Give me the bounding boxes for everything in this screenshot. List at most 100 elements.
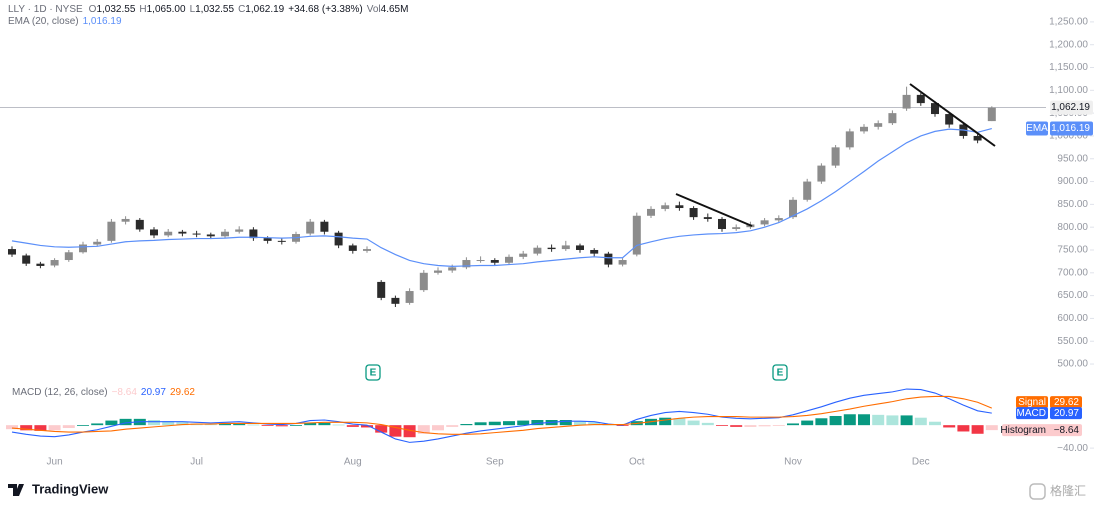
candle-body xyxy=(845,131,854,148)
earnings-icon[interactable] xyxy=(365,364,381,381)
candle-body xyxy=(888,113,897,124)
earnings-label[interactable]: E xyxy=(777,368,784,379)
histogram-bar xyxy=(375,425,388,433)
histogram-bar xyxy=(914,417,927,426)
candle-body xyxy=(505,256,513,263)
candle-body xyxy=(50,260,59,266)
candle-body xyxy=(64,252,73,261)
ohlc-label: O xyxy=(89,4,97,15)
histogram-bar xyxy=(744,425,757,427)
candle-body xyxy=(391,297,400,304)
change: +34.68 (+3.38%) xyxy=(288,4,363,15)
histogram-bar xyxy=(872,414,885,426)
candle-body xyxy=(547,247,556,250)
histogram-bar xyxy=(332,424,345,426)
histogram-bar xyxy=(957,425,970,432)
candle-body xyxy=(718,218,726,230)
histogram-bar xyxy=(318,422,331,426)
candle-body xyxy=(632,215,641,255)
histogram-bar xyxy=(943,425,956,428)
candle-body xyxy=(476,260,485,262)
candle-body xyxy=(93,241,102,245)
histogram-bar xyxy=(701,422,714,426)
ema-badge-value: 1,016.19 xyxy=(1051,123,1090,134)
ema-line xyxy=(11,127,992,268)
histogram-bar xyxy=(659,417,672,426)
candle-body xyxy=(732,227,741,230)
candle-body xyxy=(405,291,414,303)
earnings-marker[interactable]: E xyxy=(772,364,788,381)
brand-logo-dot xyxy=(19,484,23,488)
histogram-bar xyxy=(20,425,33,431)
macd-legend-value: −8.64 xyxy=(112,387,138,398)
macd-legend-value: 20.97 xyxy=(141,387,166,398)
candle-body xyxy=(703,217,712,219)
y-tick-label: 1,250.00 xyxy=(1049,17,1088,28)
candle-body xyxy=(973,135,982,141)
candle-body xyxy=(121,218,130,222)
histogram-bar xyxy=(233,423,246,426)
ema-badge-name: EMA xyxy=(1026,123,1048,134)
y-tick-label: 500.00 xyxy=(1057,359,1088,370)
candle-body xyxy=(448,267,457,271)
ema-badge xyxy=(1050,121,1093,136)
candle-body xyxy=(277,240,286,242)
y-tick-label: 600.00 xyxy=(1057,313,1088,324)
y-tick-label: 950.00 xyxy=(1057,153,1088,164)
candle-body xyxy=(320,221,329,232)
candle-body xyxy=(235,229,244,232)
ema-legend: EMA (20, close) xyxy=(8,16,79,27)
ohlc-value: 1,032.55 xyxy=(195,4,234,15)
candle-body xyxy=(987,107,996,122)
candle-body xyxy=(434,270,442,273)
price-badge-label: 1,062.19 xyxy=(1051,102,1090,113)
histogram-bar xyxy=(801,420,814,426)
series-badge-value: 29.62 xyxy=(1054,397,1079,408)
earnings-icon[interactable] xyxy=(772,364,788,381)
histogram-bar xyxy=(474,422,487,426)
histogram-bar xyxy=(219,424,231,426)
candle-body xyxy=(760,220,769,225)
candle-body xyxy=(79,244,87,253)
symbol: LLY · 1D · NYSE xyxy=(8,4,83,15)
candle-body xyxy=(249,229,258,239)
candle-body xyxy=(618,260,627,265)
candle-body xyxy=(107,221,116,241)
watermark: 格隆汇 xyxy=(1029,483,1086,500)
histogram-bar xyxy=(503,421,515,426)
trend-line xyxy=(675,193,753,227)
y-tick-label: 1,000.00 xyxy=(1049,131,1088,142)
histogram-bar xyxy=(105,420,118,426)
histogram-bar xyxy=(261,425,274,426)
earnings-marker[interactable]: E xyxy=(365,364,381,381)
series-badge xyxy=(1016,407,1048,420)
histogram-bar xyxy=(176,422,189,426)
histogram-bar xyxy=(148,420,160,426)
candle-body xyxy=(661,205,670,209)
macd-line xyxy=(11,388,992,443)
y-tick-label: 900.00 xyxy=(1057,176,1088,187)
histogram-bar xyxy=(62,425,75,429)
ohlc-value: 1,065.00 xyxy=(147,4,186,15)
candle-body xyxy=(462,260,471,268)
histogram-bar xyxy=(6,425,18,430)
candle-body xyxy=(945,114,954,125)
x-tick-label: Oct xyxy=(629,457,645,468)
candle-body xyxy=(377,281,386,298)
volume-value: 4.65M xyxy=(381,4,409,15)
histogram-bar xyxy=(985,425,998,431)
histogram-bar xyxy=(815,418,828,426)
earnings-label[interactable]: E xyxy=(370,368,377,379)
histogram-bar xyxy=(588,422,601,426)
candle-body xyxy=(533,247,542,254)
candle-body xyxy=(803,181,812,200)
histogram-bar xyxy=(829,415,842,426)
series-badge-value: 20.97 xyxy=(1054,408,1079,419)
x-tick-label: Dec xyxy=(912,457,930,468)
axes: 500.00 550.00 600.00 650.00 700.00 750.00 800.… xyxy=(47,17,1094,468)
ema-legend-value: 1,016.19 xyxy=(83,16,122,27)
histogram-bar xyxy=(446,425,459,427)
histogram-bar xyxy=(119,418,132,426)
